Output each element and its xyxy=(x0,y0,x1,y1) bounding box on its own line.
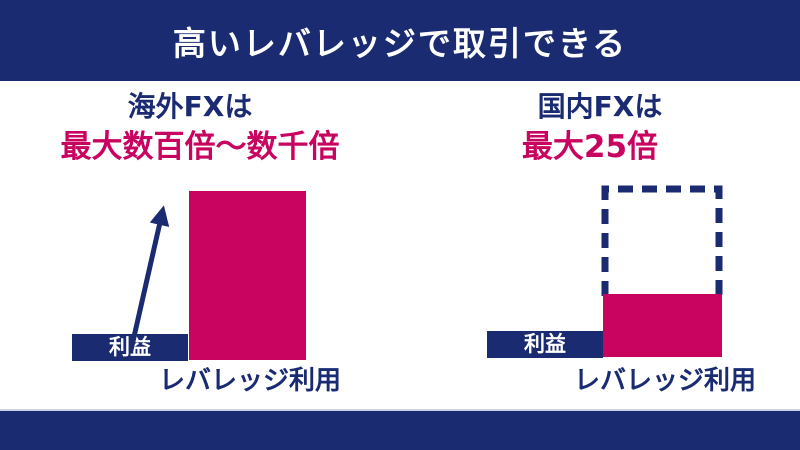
overseas-fx-max-leverage: 最大数百倍～数千倍 xyxy=(60,129,340,165)
header-banner: 高いレバレッジで取引できる xyxy=(0,0,800,81)
page-title: 高いレバレッジで取引できる xyxy=(172,23,628,63)
domestic-profit-bar: 利益 xyxy=(487,331,603,358)
domestic-leverage-bar xyxy=(603,294,722,357)
overseas-fx-heading: 海外FXは xyxy=(127,90,253,123)
overseas-axis-label: レバレッジ利用 xyxy=(158,366,341,396)
domestic-fx-heading: 国内FXは xyxy=(537,90,663,123)
overseas-profit-bar: 利益 xyxy=(72,334,188,361)
footer-banner xyxy=(0,409,800,450)
domestic-profit-label: 利益 xyxy=(524,332,566,356)
domestic-axis-label: レバレッジ利用 xyxy=(573,366,756,396)
overseas-leverage-bar xyxy=(189,191,306,360)
potential-dashed-box xyxy=(601,185,723,296)
domestic-fx-max-leverage: 最大25倍 xyxy=(521,129,659,165)
growth-arrow-icon xyxy=(128,205,170,351)
